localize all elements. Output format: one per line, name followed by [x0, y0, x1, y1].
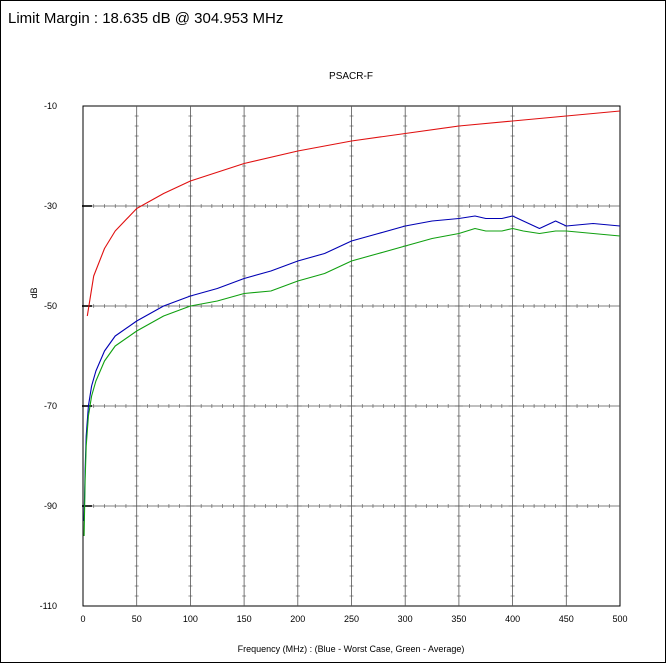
y-axis-label: dB: [29, 287, 39, 298]
x-tick-label: 150: [237, 614, 252, 624]
tick-labels: 0 50 100 150 200 250 300 350 400 450 500 -10 -30 -50 -…: [40, 101, 628, 624]
y-tick-label: -50: [44, 301, 57, 311]
y-tick-label: -30: [44, 201, 57, 211]
limit-margin-header: Limit Margin : 18.635 dB @ 304.953 MHz: [8, 10, 284, 27]
x-tick-label: 0: [80, 614, 85, 624]
series-line-average: [83, 227, 621, 537]
x-tick-label: 50: [132, 614, 142, 624]
x-tick-label: 100: [183, 614, 198, 624]
series-line-limit: [86, 110, 621, 317]
series-lines: [83, 110, 621, 537]
x-tick-label: 200: [290, 614, 305, 624]
chart-title: PSACR-F: [329, 71, 373, 82]
x-tick-label: 350: [451, 614, 466, 624]
grid: [82, 106, 620, 606]
y-tick-label: -70: [44, 401, 57, 411]
y-tick-label: -110: [40, 601, 57, 611]
x-tick-label: 400: [505, 614, 520, 624]
x-tick-label: 300: [398, 614, 413, 624]
y-tick-label: -10: [44, 101, 57, 111]
series-line-worst: [83, 215, 621, 522]
x-tick-label: 250: [344, 614, 359, 624]
x-tick-label: 450: [559, 614, 574, 624]
x-axis-label: Frequency (MHz) : (Blue - Worst Case, Gr…: [238, 644, 465, 654]
y-tick-label: -90: [44, 501, 57, 511]
x-tick-label: 500: [612, 614, 627, 624]
